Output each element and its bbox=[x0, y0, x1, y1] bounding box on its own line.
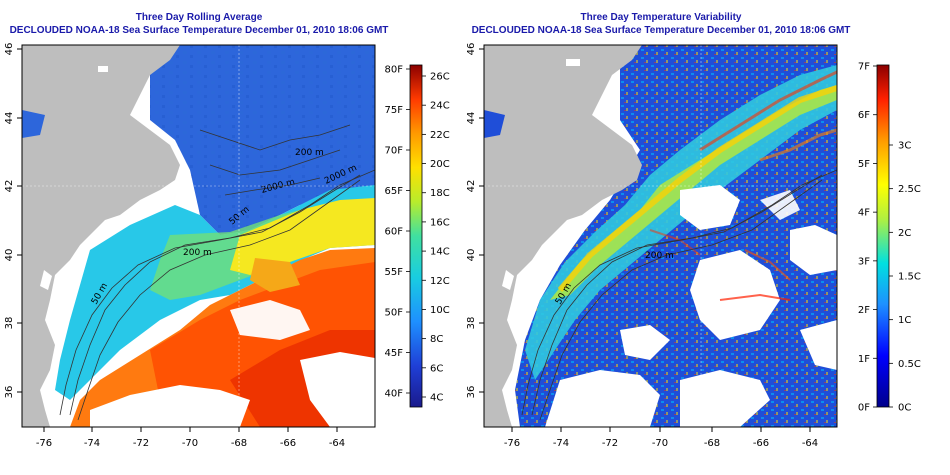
left-map: 200 m 2000 m 50 m 200 m 2000 m 50 m bbox=[22, 45, 375, 427]
left-y-tick: 40 bbox=[4, 249, 15, 262]
right-x-tick: -76 bbox=[504, 438, 520, 449]
left-colorbar-fahrenheit-label: 45F bbox=[385, 348, 404, 359]
left-colorbar: 80F 75F 70F 65F 60F 55F 50F 45F 40F 26C 24C 22C 20C… bbox=[385, 65, 450, 408]
left-subtitle: DECLOUDED NOAA-18 Sea Surface Temperatur… bbox=[10, 25, 389, 36]
right-x-tick: -70 bbox=[652, 438, 668, 449]
left-colorbar-celsius-label: 8C bbox=[430, 334, 443, 345]
right-colorbar-fahrenheit-label: 6F bbox=[858, 110, 870, 121]
right-y-axis: 46 44 42 40 38 36 bbox=[466, 43, 484, 399]
left-colorbar-celsius-label: 26C bbox=[430, 72, 450, 83]
left-title: Three Day Rolling Average bbox=[136, 12, 263, 23]
right-colorbar-fahrenheit-label: 1F bbox=[858, 354, 870, 365]
left-colorbar-fahrenheit-label: 75F bbox=[385, 105, 404, 116]
right-y-tick: 42 bbox=[466, 180, 477, 193]
right-x-tick: -68 bbox=[704, 438, 720, 449]
right-title: Three Day Temperature Variability bbox=[581, 12, 742, 23]
left-x-tick: -68 bbox=[231, 438, 247, 449]
left-colorbar-fahrenheit-label: 70F bbox=[385, 146, 404, 157]
left-x-axis: -76 -74 -72 -70 -68 -66 -64 bbox=[36, 427, 345, 449]
right-y-tick: 44 bbox=[466, 112, 477, 125]
left-colorbar-celsius-label: 4C bbox=[430, 393, 443, 404]
right-colorbar-celsius-label: 1C bbox=[898, 315, 911, 326]
right-gridlines bbox=[484, 45, 837, 427]
left-colorbar-fahrenheit-label: 60F bbox=[385, 227, 404, 238]
left-colorbar-celsius-label: 12C bbox=[430, 276, 450, 287]
left-colorbar-celsius-label: 20C bbox=[430, 159, 450, 170]
left-colorbar-celsius-label: 24C bbox=[430, 101, 450, 112]
left-x-tick: -70 bbox=[182, 438, 198, 449]
left-y-axis: 46 44 42 40 38 36 bbox=[4, 43, 22, 399]
left-y-tick: 44 bbox=[4, 112, 15, 125]
right-x-tick: -72 bbox=[602, 438, 618, 449]
right-y-tick: 38 bbox=[466, 317, 477, 330]
right-y-tick: 46 bbox=[466, 43, 477, 56]
right-subtitle: DECLOUDED NOAA-18 Sea Surface Temperatur… bbox=[472, 25, 851, 36]
left-bathymetry-contours bbox=[59, 124, 375, 421]
left-colorbar-celsius-label: 14C bbox=[430, 247, 450, 258]
right-colorbar-celsius-label: 0C bbox=[898, 403, 911, 414]
right-bathymetry-contours bbox=[521, 169, 837, 421]
left-gridlines bbox=[22, 45, 375, 427]
right-colorbar-fahrenheit-label: 4F bbox=[858, 208, 870, 219]
right-y-tick: 36 bbox=[466, 386, 477, 399]
left-x-tick: -76 bbox=[36, 438, 52, 449]
right-colorbar-celsius-label: 2C bbox=[898, 228, 911, 239]
right-colorbar-celsius-label: 1.5C bbox=[898, 272, 921, 283]
right-x-tick: -66 bbox=[753, 438, 769, 449]
right-colorbar-fahrenheit-label: 7F bbox=[858, 62, 870, 73]
right-colorbar-fahrenheit-label: 2F bbox=[858, 305, 870, 316]
right-contour-label-200m: 200 m bbox=[645, 251, 674, 261]
left-colorbar-fahrenheit-label: 80F bbox=[385, 65, 404, 76]
right-colorbar-fahrenheit-label: 3F bbox=[858, 256, 870, 267]
right-colorbar-celsius-label: 2.5C bbox=[898, 184, 921, 195]
left-y-tick: 36 bbox=[4, 386, 15, 399]
left-colorbar-celsius-label: 6C bbox=[430, 363, 443, 374]
right-colorbar-celsius-label: 0.5C bbox=[898, 359, 921, 370]
left-x-tick: -66 bbox=[280, 438, 296, 449]
left-x-tick: -72 bbox=[133, 438, 149, 449]
left-colorbar-celsius-label: 16C bbox=[430, 217, 450, 228]
right-x-tick: -74 bbox=[553, 438, 569, 449]
left-y-tick: 38 bbox=[4, 317, 15, 330]
left-colorbar-celsius-label: 18C bbox=[430, 188, 450, 199]
right-x-tick: -64 bbox=[802, 438, 818, 449]
left-colorbar-celsius-label: 22C bbox=[430, 130, 450, 141]
left-colorbar-celsius-label: 10C bbox=[430, 305, 450, 316]
right-colorbar-fahrenheit-label: 5F bbox=[858, 159, 870, 170]
left-contour-label-200m: 200 m bbox=[183, 248, 212, 258]
right-x-axis: -76 -74 -72 -70 -68 -66 -64 bbox=[504, 427, 818, 449]
right-y-tick: 40 bbox=[466, 249, 477, 262]
left-colorbar-fahrenheit-label: 55F bbox=[385, 267, 404, 278]
left-colorbar-fahrenheit-label: 40F bbox=[385, 389, 404, 400]
left-y-tick: 46 bbox=[4, 43, 15, 56]
left-colorbar-fahrenheit-label: 50F bbox=[385, 308, 404, 319]
left-x-tick: -74 bbox=[84, 438, 100, 449]
right-map: 200 m 50 m bbox=[484, 45, 837, 427]
right-colorbar: 7F 6F 5F 4F 3F 2F 1F 0F 3C 2.5C 2C 1.5C 1C 0.5C 0C bbox=[858, 62, 921, 414]
left-map-frame bbox=[21, 44, 376, 428]
right-colorbar-fahrenheit-label: 0F bbox=[858, 403, 870, 414]
left-x-tick: -64 bbox=[329, 438, 345, 449]
left-y-tick: 42 bbox=[4, 180, 15, 193]
right-colorbar-celsius-label: 3C bbox=[898, 141, 911, 152]
left-colorbar-fahrenheit-label: 65F bbox=[385, 186, 404, 197]
left-contour-label-200m-2: 200 m bbox=[295, 148, 324, 158]
